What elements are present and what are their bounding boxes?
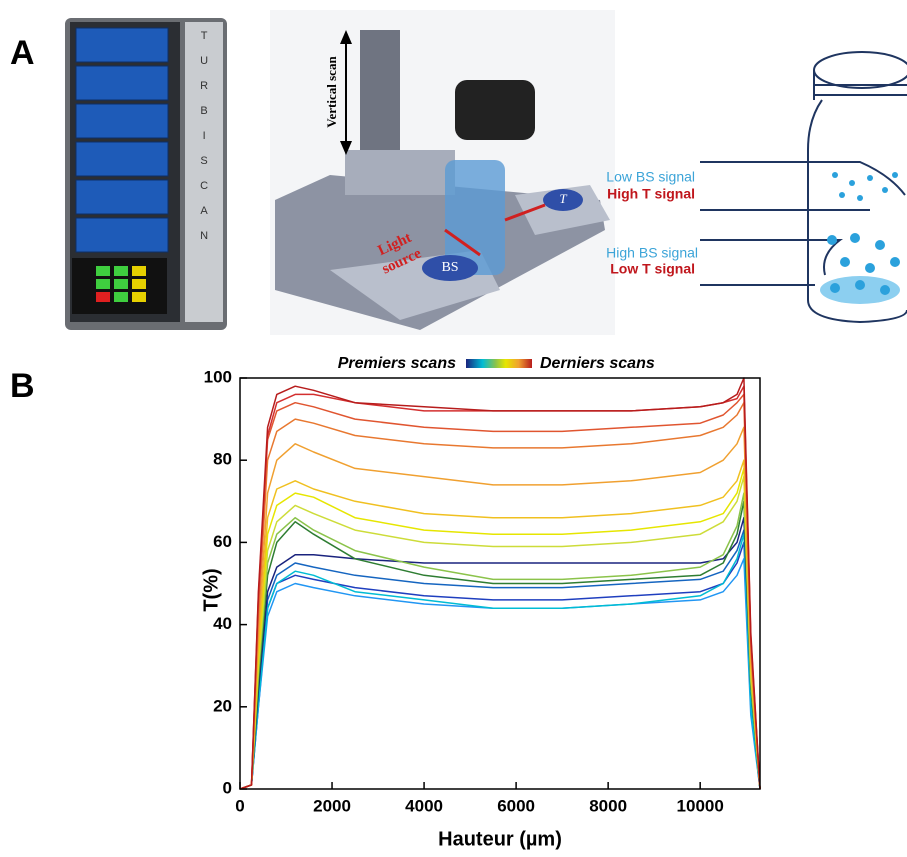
x-tick-label: 4000 [405, 796, 443, 815]
scan-line [239, 426, 761, 790]
scan-line [239, 516, 761, 790]
scan-line [239, 401, 761, 790]
x-axis-label: Hauteur (µm) [438, 828, 562, 850]
vial-label: High T signal [607, 186, 695, 202]
vial [700, 51, 907, 324]
scanner-diagram: BS T Vertical scan Light source [270, 10, 615, 335]
legend-colorbar [466, 359, 532, 368]
scan-line [239, 459, 761, 790]
bs-label: BS [441, 260, 458, 275]
vertical-scan: Vertical scan [324, 56, 339, 128]
x-tick-label: 2000 [313, 796, 351, 815]
scan-line [239, 377, 761, 790]
panel-label: A [10, 34, 35, 72]
vial-label: Low T signal [610, 261, 695, 277]
vial-label: High BS signal [606, 245, 698, 261]
x-tick-label: 10000 [677, 796, 724, 815]
scan-line [239, 492, 761, 790]
y-tick-label: 40 [213, 614, 232, 633]
y-tick-label: 0 [223, 778, 232, 797]
scan-line [239, 467, 761, 790]
y-tick-label: 20 [213, 696, 232, 715]
x-tick-label: 6000 [497, 796, 535, 815]
legend-start: Premiers scans [338, 355, 456, 372]
x-tick-label: 8000 [589, 796, 627, 815]
scan-line [239, 500, 761, 790]
y-axis-label: T(%) [200, 568, 222, 611]
plot-frame [239, 377, 761, 790]
device-text: TURBISCAN [198, 30, 210, 255]
vial-label: Low BS signal [606, 169, 695, 185]
device: TURBISCAN [65, 18, 227, 330]
t-label: T [559, 191, 567, 206]
particles [827, 172, 900, 295]
y-tick-label: 80 [213, 450, 232, 469]
panel-label: B [10, 367, 35, 405]
scan-line [239, 533, 761, 790]
y-tick-label: 100 [204, 367, 232, 386]
x-tick-label: 0 [235, 796, 244, 815]
scan-line [239, 475, 761, 790]
y-tick-label: 60 [213, 532, 232, 551]
legend-end: Derniers scans [540, 355, 655, 372]
